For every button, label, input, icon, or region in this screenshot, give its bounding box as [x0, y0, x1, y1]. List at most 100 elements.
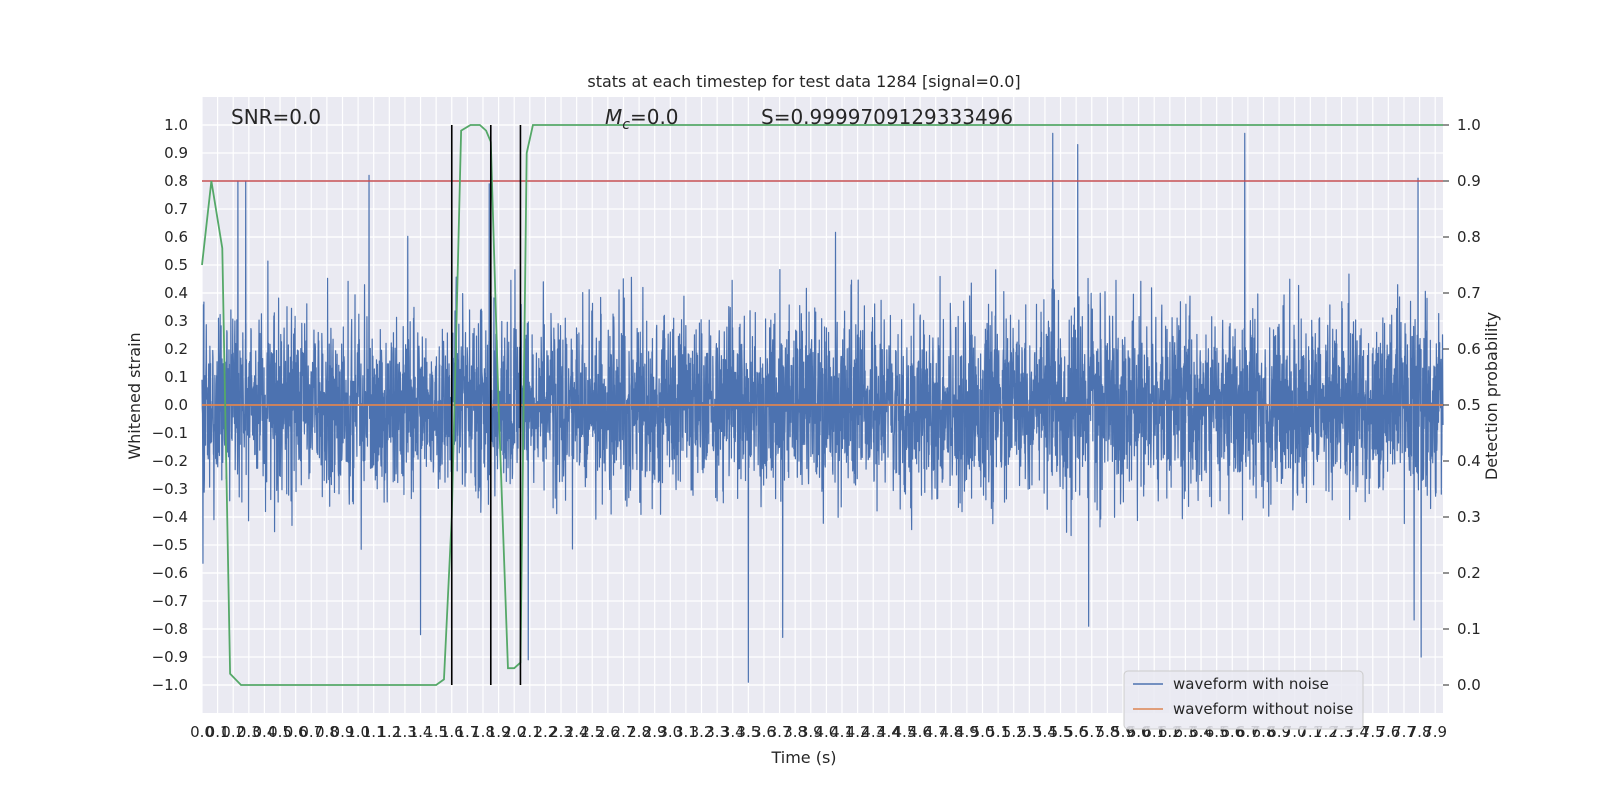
x-tick-label: 0.2	[221, 723, 245, 741]
chirp-mass-annotation: Mc=0.0	[605, 105, 679, 133]
x-tick-label: 5.4	[1033, 723, 1057, 741]
y-tick-label-left: −0.8	[152, 620, 188, 638]
y-tick-label-right: 0.3	[1457, 508, 1481, 526]
legend-entry-clean: waveform without noise	[1173, 700, 1353, 718]
x-tick-label: 7.7	[1392, 723, 1416, 741]
legend-entry-noisy: waveform with noise	[1173, 675, 1329, 693]
y-tick-label-right: 0.4	[1457, 452, 1481, 470]
x-tick-label: 0.7	[299, 723, 323, 741]
x-tick-label: 4.9	[955, 723, 979, 741]
x-tick-label: 3.2	[690, 723, 714, 741]
x-tick-label: 4.7	[924, 723, 948, 741]
chirp-mass-subscript: c	[622, 117, 630, 133]
x-axis-label: Time (s)	[770, 748, 836, 767]
x-tick-label: 1.9	[487, 723, 511, 741]
x-tick-label: 3.1	[674, 723, 698, 741]
x-tick-label: 2.9	[643, 723, 667, 741]
x-tick-label: 0.3	[237, 723, 261, 741]
y-tick-label-left: −0.9	[152, 648, 188, 666]
y-ticks-left: −1.0 −0.9 −0.8 −0.7 −0.6 −0.5 −0.4 −0.3 −0.2 −0.1…	[152, 116, 188, 694]
legend-box	[1123, 670, 1364, 730]
x-tick-label: 0.6	[284, 723, 308, 741]
x-tick-label: 4.2	[846, 723, 870, 741]
x-tick-label: 3.3	[705, 723, 729, 741]
x-tick-label: 2.7	[612, 723, 636, 741]
y-tick-label-right: 0.2	[1457, 564, 1481, 582]
y-tick-label-left: 0.3	[164, 312, 188, 330]
y-tick-label-right: 0.1	[1457, 620, 1481, 638]
y-tick-label-left: 0.7	[164, 200, 188, 218]
y-tick-label-left: 0.9	[164, 144, 188, 162]
x-tick-label: 1.8	[471, 723, 495, 741]
chirp-mass-value: =0.0	[630, 105, 679, 129]
x-tick-label: 1.0	[346, 723, 370, 741]
x-tick-label: 1.5	[424, 723, 448, 741]
x-tick-label: 2.6	[596, 723, 620, 741]
x-tick-label: 1.1	[362, 723, 386, 741]
y-tick-label-right: 0.6	[1457, 340, 1481, 358]
x-tick-label: 5.7	[1080, 723, 1104, 741]
x-tick-label: 4.0	[814, 723, 838, 741]
y-axis-label-right: Detection probability	[1482, 312, 1501, 480]
y-tick-label-left: −1.0	[152, 676, 188, 694]
x-tick-label: 5.5	[1049, 723, 1073, 741]
statistic-annotation: S=0.9999709129333496	[761, 105, 1013, 129]
x-tick-label: 5.1	[986, 723, 1010, 741]
x-tick-label: 7.9	[1423, 723, 1447, 741]
y-tick-label-left: −0.5	[152, 536, 188, 554]
x-tick-label: 4.3	[861, 723, 885, 741]
x-tick-label: 0.1	[206, 723, 230, 741]
x-tick-label: 2.3	[549, 723, 573, 741]
y-tick-label-left: 0.4	[164, 284, 188, 302]
y-tick-label-right: 1.0	[1457, 116, 1481, 134]
x-tick-label: 3.4	[721, 723, 745, 741]
y-tick-label-left: 0.8	[164, 172, 188, 190]
x-tick-label: 5.8	[1095, 723, 1119, 741]
y-tick-label-left: 1.0	[164, 116, 188, 134]
y-tick-label-right: 0.8	[1457, 228, 1481, 246]
y-tick-label-left: 0.6	[164, 228, 188, 246]
chirp-mass-symbol: M	[605, 105, 622, 129]
y-axis-label-left: Whitened strain	[125, 332, 144, 459]
x-tick-label: 3.7	[768, 723, 792, 741]
y-tick-label-right: 0.0	[1457, 676, 1481, 694]
y-tick-label-left: −0.1	[152, 424, 188, 442]
y-tick-label-right: 0.9	[1457, 172, 1481, 190]
y-tick-label-left: −0.7	[152, 592, 188, 610]
x-tick-label: 3.9	[799, 723, 823, 741]
x-tick-label: 4.1	[830, 723, 854, 741]
x-tick-label: 3.0	[658, 723, 682, 741]
series-detection-probability	[201, 124, 1443, 686]
y-tick-label-left: −0.4	[152, 508, 188, 526]
x-tick-label: 1.3	[393, 723, 417, 741]
y-tick-label-left: −0.2	[152, 452, 188, 470]
y-tick-label-right: 0.5	[1457, 396, 1481, 414]
x-tick-label: 2.1	[518, 723, 542, 741]
x-tick-label: 2.5	[580, 723, 604, 741]
x-tick-label: 2.0	[502, 723, 526, 741]
x-tick-label: 7.5	[1361, 723, 1385, 741]
chart-title: stats at each timestep for test data 128…	[587, 72, 1020, 91]
x-tick-label: 0.5	[268, 723, 292, 741]
x-tick-label: 5.0	[971, 723, 995, 741]
x-tick-label: 4.5	[893, 723, 917, 741]
x-tick-label: 0.0	[190, 723, 214, 741]
x-tick-label: 1.2	[377, 723, 401, 741]
y-ticks-right: 0.0 0.1 0.2 0.3 0.4 0.5 0.6 0.7 0.8 0.9 1.0	[1443, 116, 1481, 694]
x-tick-label: 7.6	[1376, 723, 1400, 741]
x-tick-label: 3.6	[752, 723, 776, 741]
x-tick-label: 1.7	[455, 723, 479, 741]
y-tick-label-left: 0.1	[164, 368, 188, 386]
y-tick-label-left: −0.6	[152, 564, 188, 582]
x-tick-label: 5.2	[1002, 723, 1026, 741]
x-tick-label: 0.9	[331, 723, 355, 741]
x-tick-label: 4.8	[939, 723, 963, 741]
x-tick-label: 5.3	[1017, 723, 1041, 741]
x-tick-label: 3.8	[783, 723, 807, 741]
y-tick-label-right: 0.7	[1457, 284, 1481, 302]
x-tick-label: 1.6	[440, 723, 464, 741]
x-tick-label: 4.4	[877, 723, 901, 741]
traces	[201, 124, 1444, 686]
snr-annotation: SNR=0.0	[231, 105, 321, 129]
